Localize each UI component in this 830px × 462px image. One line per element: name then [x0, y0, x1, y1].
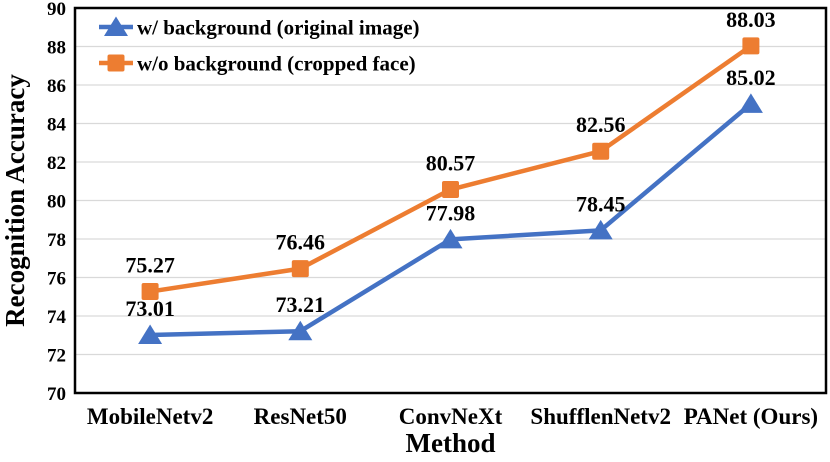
triangle-marker	[138, 324, 163, 345]
y-tick-label: 70	[47, 384, 66, 405]
data-label: 73.01	[125, 296, 175, 321]
plot-border	[73, 6, 828, 395]
data-label: 76.46	[276, 230, 326, 255]
y-tick-label: 74	[47, 307, 67, 328]
gridlines	[75, 45, 826, 356]
square-marker	[442, 181, 459, 199]
y-tick-label: 82	[47, 153, 66, 174]
series-0: 73.01 73.21 77.98 78.45 85.02	[125, 65, 776, 345]
data-label: 82.56	[576, 112, 626, 137]
legend-triangle-icon	[104, 16, 128, 36]
data-label: 85.02	[726, 65, 776, 90]
x-category-label: ConvNeXt	[399, 404, 503, 429]
y-tick-label: 72	[47, 346, 66, 367]
y-tick-label: 90	[47, 0, 66, 20]
data-label: 88.03	[726, 7, 776, 32]
legend-label: w/ background (original image)	[137, 16, 420, 40]
x-axis-title: Method	[406, 428, 496, 458]
y-tick-label: 86	[47, 76, 66, 97]
x-category-label: ShufflenNetv2	[530, 404, 671, 429]
square-marker	[141, 283, 159, 301]
data-label: 77.98	[426, 200, 476, 225]
legend: w/ background (original image) w/o backgr…	[99, 16, 420, 76]
data-label: 80.57	[426, 151, 476, 176]
y-tick-label: 76	[47, 269, 66, 290]
y-tick-label: 88	[47, 38, 66, 59]
data-label: 78.45	[576, 191, 626, 216]
x-category-label: PANet (Ours)	[684, 404, 818, 429]
y-axis-title: Recognition Accuracy	[0, 74, 30, 327]
legend-item-1: w/o background (cropped face)	[99, 52, 416, 76]
legend-label: w/o background (cropped face)	[137, 52, 416, 76]
legend-square-icon	[107, 54, 125, 72]
x-axis-ticks: MobileNetv2 ResNet50 ConvNeXt ShufflenNetv2…	[87, 404, 818, 429]
y-tick-label: 80	[47, 192, 66, 213]
square-marker	[592, 142, 610, 160]
triangle-marker	[738, 93, 763, 113]
x-category-label: ResNet50	[254, 404, 347, 429]
series-1: 75.27 76.46 80.57 82.56 88.03	[125, 7, 776, 301]
triangle-marker	[288, 320, 313, 341]
square-marker	[291, 260, 309, 278]
y-tick-label: 78	[47, 230, 66, 251]
y-tick-label: 84	[47, 115, 67, 136]
triangle-marker	[438, 228, 463, 249]
y-axis-ticks: 70 72 74 76 78 80 82 84 86 88 90	[47, 0, 67, 405]
triangle-marker	[588, 219, 613, 240]
square-marker	[742, 37, 760, 55]
x-category-label: MobileNetv2	[87, 404, 213, 429]
legend-item-0: w/ background (original image)	[99, 16, 420, 40]
data-label: 75.27	[125, 253, 175, 278]
data-label: 73.21	[276, 292, 326, 317]
